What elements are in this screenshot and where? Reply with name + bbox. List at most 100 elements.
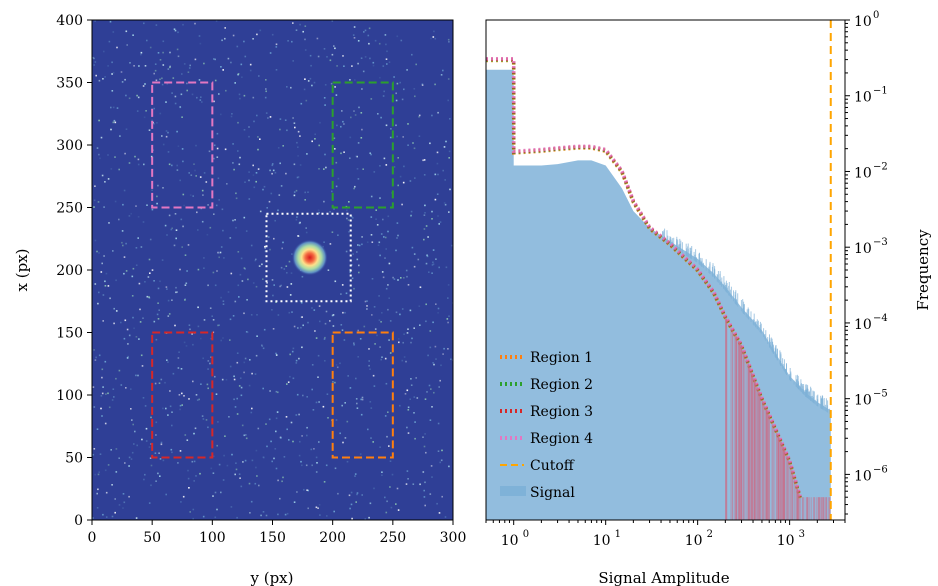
noise-speckle [277,314,280,316]
noise-speckle [440,459,443,462]
noise-speckle [349,157,351,159]
noise-speckle [437,111,439,114]
noise-speckle [300,102,303,105]
noise-speckle [179,404,182,407]
noise-speckle [304,191,306,194]
noise-speckle [151,269,154,271]
noise-speckle [200,337,202,340]
noise-speckle [385,43,387,46]
noise-speckle [187,477,190,480]
noise-speckle [150,464,153,467]
noise-speckle [262,511,265,513]
noise-speckle [159,78,161,81]
noise-speckle [331,231,334,233]
noise-speckle [174,95,177,98]
noise-speckle [199,99,202,101]
histogram-y-tick-label: 10 [854,241,872,257]
noise-speckle [281,247,283,250]
histogram-y-tick-exponent: −4 [873,313,888,324]
noise-speckle [273,237,275,240]
noise-speckle [123,272,125,275]
noise-speckle [432,249,435,251]
noise-speckle [114,498,116,500]
noise-speckle [350,116,352,119]
noise-speckle [368,516,370,519]
noise-speckle [248,135,250,138]
noise-speckle [108,406,111,409]
noise-speckle [442,353,444,355]
noise-speckle [159,59,162,61]
noise-speckle [165,493,167,496]
noise-speckle [252,164,254,167]
noise-speckle [299,221,301,224]
noise-speckle [294,126,296,129]
noise-speckle [162,187,164,189]
noise-speckle [202,194,204,196]
noise-speckle [235,462,237,464]
noise-speckle [209,307,212,309]
noise-speckle [370,407,373,409]
noise-speckle [421,84,424,86]
histogram-legend: Region 1 Region 2 Region 3 Region 4 Cuto… [500,350,593,501]
noise-speckle [128,456,131,459]
noise-speckle [428,384,431,387]
noise-speckle [319,121,321,124]
noise-speckle [148,446,151,448]
noise-speckle [101,376,103,379]
noise-speckle [92,386,95,388]
noise-speckle [208,150,211,153]
noise-speckle [445,140,447,143]
noise-speckle [438,386,440,388]
image-panel: 0 50 100 150 200 250 300 0 50 100 150 200 250 300 350… [13,13,466,586]
noise-speckle [313,81,316,84]
noise-speckle [286,272,288,274]
noise-speckle [407,328,409,330]
noise-speckle [271,309,273,311]
noise-speckle [336,65,338,67]
noise-speckle [243,312,245,315]
noise-speckle [413,147,416,150]
noise-speckle [97,302,99,305]
noise-speckle [313,448,315,450]
noise-speckle [177,357,180,359]
noise-speckle [441,449,443,452]
noise-speckle [382,65,385,67]
noise-speckle [407,123,409,125]
noise-speckle [303,88,306,91]
noise-speckle [104,76,106,78]
noise-speckle [255,285,258,288]
legend-label-region-3: Region 3 [530,404,593,420]
noise-speckle [393,278,396,280]
noise-speckle [243,267,246,269]
noise-speckle [364,56,367,58]
noise-speckle [414,95,416,98]
noise-speckle [176,291,178,293]
histogram-x-tick-exponent: 0 [523,529,529,540]
noise-speckle [156,195,158,198]
noise-speckle [272,294,274,297]
histogram-y-tick-label: 10 [854,90,872,106]
noise-speckle [192,508,195,511]
noise-speckle [368,364,370,367]
noise-speckle [335,94,338,96]
noise-speckle [438,512,441,514]
noise-speckle [98,153,100,156]
noise-speckle [286,383,288,385]
noise-speckle [360,413,363,416]
noise-speckle [318,401,320,403]
noise-speckle [194,22,196,25]
image-y-tick-label: 100 [56,388,83,404]
noise-speckle [403,356,406,358]
noise-speckle [426,255,429,258]
noise-speckle [248,126,250,128]
noise-speckle [93,448,96,450]
noise-speckle [346,420,349,423]
noise-speckle [234,300,237,303]
noise-speckle [214,58,216,61]
noise-speckle [358,244,361,247]
noise-speckle [396,135,398,138]
noise-speckle [111,73,113,75]
noise-speckle [177,367,180,369]
noise-speckle [182,23,184,26]
noise-speckle [314,330,316,332]
